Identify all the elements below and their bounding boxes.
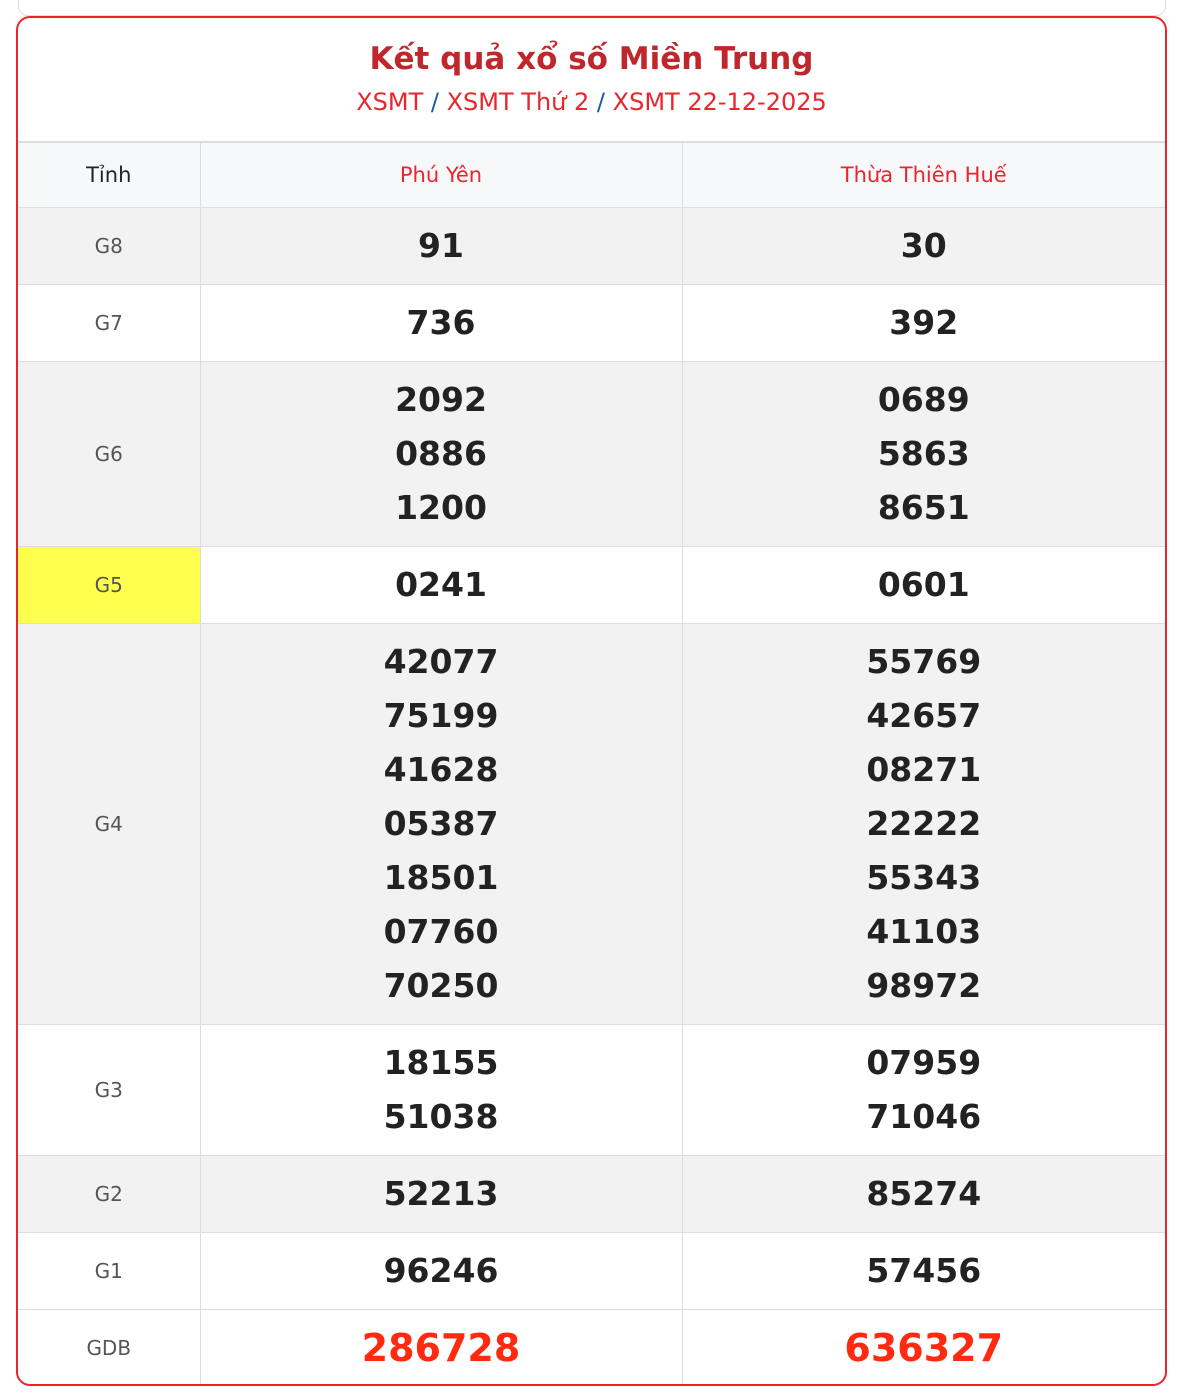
- thua-thien-hue-numbers: 55769 42657 08271 22222 55343 41103 98972: [681, 623, 1165, 1025]
- prize-row-g1: G1 96246 57456: [18, 1232, 1165, 1310]
- thua-thien-hue-numbers: 0601: [681, 546, 1165, 624]
- thua-thien-hue-numbers: 85274: [681, 1155, 1165, 1233]
- lottery-number: 55343: [866, 858, 982, 897]
- phu-yen-numbers: 736: [199, 284, 683, 362]
- column-header-phu-yen[interactable]: Phú Yên: [199, 142, 683, 208]
- thua-thien-hue-numbers: 0689 5863 8651: [681, 361, 1165, 547]
- lottery-number: 07959: [866, 1043, 982, 1082]
- lottery-number: 8651: [877, 488, 970, 527]
- lottery-number: 71046: [866, 1097, 982, 1136]
- results-header: Kết quả xổ số Miền Trung XSMT / XSMT Thứ…: [18, 18, 1165, 142]
- prize-label: G3: [18, 1024, 201, 1156]
- phu-yen-numbers: 286728: [199, 1309, 683, 1384]
- results-card: Kết quả xổ số Miền Trung XSMT / XSMT Thứ…: [16, 16, 1167, 1386]
- breadcrumb-separator: /: [430, 88, 439, 116]
- results-table: Tỉnh Phú Yên Thừa Thiên Huế G8 91 30 G7 736 3…: [18, 142, 1165, 1384]
- lottery-number: 98972: [866, 966, 982, 1005]
- thua-thien-hue-numbers: 30: [681, 207, 1165, 285]
- lottery-number: 636327: [844, 1326, 1004, 1370]
- breadcrumb-separator: /: [596, 88, 605, 116]
- prize-label: G1: [18, 1232, 201, 1310]
- phu-yen-numbers: 42077 75199 41628 05387 18501 07760 70250: [199, 623, 683, 1025]
- lottery-number: 96246: [383, 1251, 499, 1290]
- lottery-number: 08271: [866, 750, 982, 789]
- lottery-number: 55769: [866, 642, 982, 681]
- prize-label: G5: [18, 546, 201, 624]
- lottery-number: 42657: [866, 696, 982, 735]
- prize-row-g6: G6 2092 0886 1200 0689 5863 8651: [18, 361, 1165, 547]
- lottery-number: 0601: [877, 565, 970, 604]
- lottery-number: 2092: [395, 380, 487, 419]
- column-header-thua-thien-hue[interactable]: Thừa Thiên Huế: [681, 142, 1165, 208]
- lottery-number: 51038: [383, 1097, 499, 1136]
- prize-label: GDB: [18, 1309, 201, 1384]
- lottery-number: 75199: [383, 696, 499, 735]
- lottery-number: 30: [900, 226, 947, 265]
- thua-thien-hue-numbers: 636327: [681, 1309, 1165, 1384]
- lottery-number: 70250: [383, 966, 499, 1005]
- prize-row-g3: G3 18155 51038 07959 71046: [18, 1024, 1165, 1156]
- prize-row-g8: G8 91 30: [18, 207, 1165, 285]
- prize-row-g5: G5 0241 0601: [18, 546, 1165, 624]
- prize-label: G2: [18, 1155, 201, 1233]
- lottery-number: 85274: [866, 1174, 982, 1213]
- phu-yen-numbers: 18155 51038: [199, 1024, 683, 1156]
- lottery-number: 41628: [383, 750, 499, 789]
- page-title: Kết quả xổ số Miền Trung: [369, 41, 814, 77]
- lottery-number: 18155: [383, 1043, 499, 1082]
- breadcrumb-xsmt[interactable]: XSMT: [356, 88, 424, 116]
- prize-label: G7: [18, 284, 201, 362]
- prize-label: G6: [18, 361, 201, 547]
- previous-card: [18, 0, 1166, 16]
- lottery-number: 5863: [877, 434, 970, 473]
- lottery-number: 0689: [877, 380, 970, 419]
- thua-thien-hue-numbers: 07959 71046: [681, 1024, 1165, 1156]
- lottery-number: 392: [889, 303, 959, 342]
- lottery-number: 42077: [383, 642, 499, 681]
- phu-yen-numbers: 2092 0886 1200: [199, 361, 683, 547]
- lottery-number: 91: [418, 226, 464, 265]
- phu-yen-numbers: 96246: [199, 1232, 683, 1310]
- lottery-number: 0886: [395, 434, 487, 473]
- prize-row-g7: G7 736 392: [18, 284, 1165, 362]
- phu-yen-numbers: 0241: [199, 546, 683, 624]
- lottery-number: 57456: [866, 1251, 982, 1290]
- lottery-number: 05387: [383, 804, 499, 843]
- breadcrumb-xsmt-thu-2[interactable]: XSMT Thứ 2: [446, 88, 590, 116]
- lottery-number: 1200: [395, 488, 487, 527]
- prize-label: G8: [18, 207, 201, 285]
- thua-thien-hue-numbers: 57456: [681, 1232, 1165, 1310]
- lottery-number: 22222: [866, 804, 982, 843]
- prize-row-g4: G4 42077 75199 41628 05387 18501 07760 70250 557…: [18, 623, 1165, 1025]
- prize-label: G4: [18, 623, 201, 1025]
- column-header-province: Tỉnh: [18, 142, 201, 208]
- lottery-number: 41103: [866, 912, 982, 951]
- prize-row-g2: G2 52213 85274: [18, 1155, 1165, 1233]
- breadcrumb: XSMT / XSMT Thứ 2 / XSMT 22-12-2025: [18, 87, 1165, 117]
- phu-yen-numbers: 52213: [199, 1155, 683, 1233]
- breadcrumb-date[interactable]: XSMT 22-12-2025: [612, 88, 827, 116]
- prize-row-gdb: GDB 286728 636327: [18, 1309, 1165, 1384]
- lottery-number: 52213: [383, 1174, 499, 1213]
- phu-yen-numbers: 91: [199, 207, 683, 285]
- lottery-number: 0241: [395, 565, 487, 604]
- lottery-number: 07760: [383, 912, 499, 951]
- thua-thien-hue-numbers: 392: [681, 284, 1165, 362]
- lottery-number: 736: [406, 303, 476, 342]
- lottery-number: 18501: [383, 858, 499, 897]
- lottery-number: 286728: [361, 1326, 521, 1370]
